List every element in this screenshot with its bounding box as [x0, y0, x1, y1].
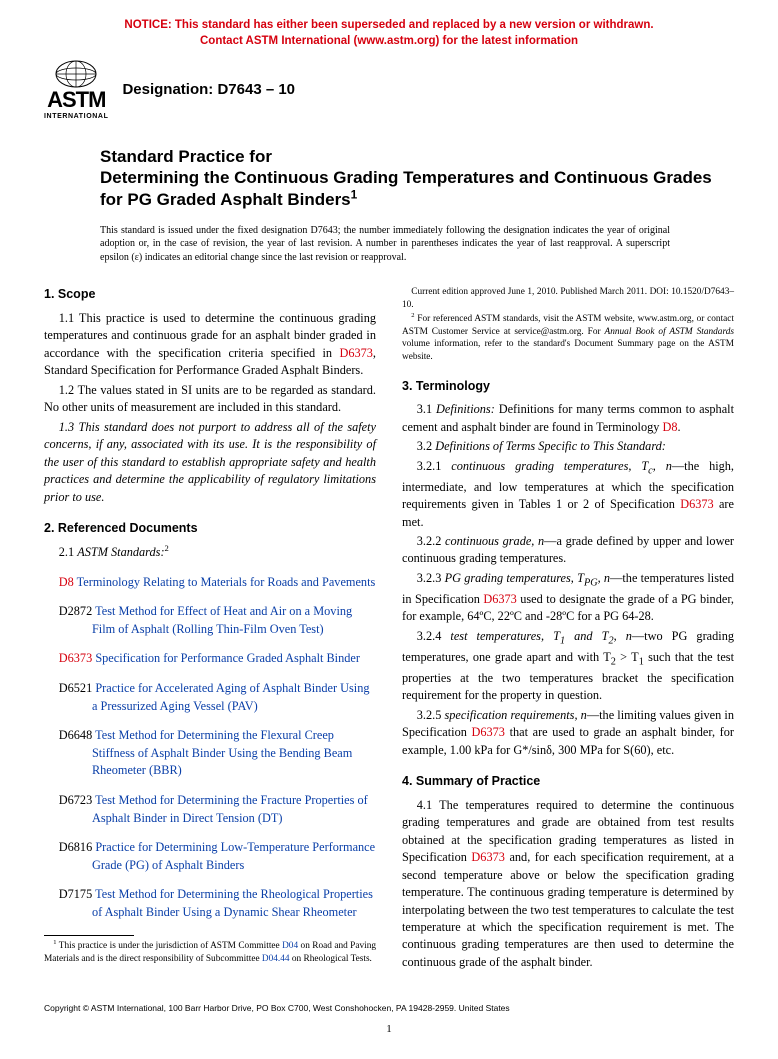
- footnote-2: 2 For referenced ASTM standards, visit t…: [402, 313, 734, 363]
- ref-doc-item: D2872 Test Method for Effect of Heat and…: [59, 603, 376, 638]
- section-1-para-1: 1.1 This practice is used to determine t…: [44, 310, 376, 380]
- section-1-head: 1. Scope: [44, 286, 376, 304]
- footnote-separator: [44, 935, 134, 936]
- globe-icon: [54, 59, 98, 89]
- ref-doc-title[interactable]: Test Method for Determining the Flexural…: [92, 728, 352, 777]
- section-2-lead: 2.1 ASTM Standards:2: [44, 544, 376, 561]
- section-3-para-5: 3.2.3 PG grading temperatures, TPG, n—th…: [402, 570, 734, 626]
- ref-doc-code[interactable]: D7175: [59, 887, 95, 901]
- designation: Designation: D7643 – 10: [122, 81, 295, 98]
- section-1-para-2: 1.2 The values stated in SI units are to…: [44, 382, 376, 417]
- footnote-1b: Current edition approved June 1, 2010. P…: [402, 286, 734, 311]
- link-d04-44[interactable]: D04.44: [262, 954, 290, 964]
- section-3-para-1: 3.1 Definitions: Definitions for many te…: [402, 401, 734, 436]
- notice-banner: NOTICE: This standard has either been su…: [44, 18, 734, 49]
- ref-doc-title[interactable]: Practice for Determining Low-Temperature…: [92, 840, 375, 871]
- ref-doc-title[interactable]: Specification for Performance Graded Asp…: [95, 651, 360, 665]
- link-d6373-2[interactable]: D6373: [680, 497, 713, 511]
- section-3-para-2: 3.2 Definitions of Terms Specific to Thi…: [402, 438, 734, 455]
- link-d6373-5[interactable]: D6373: [471, 850, 504, 864]
- ref-doc-item: D6373 Specification for Performance Grad…: [59, 650, 376, 667]
- ref-doc-code[interactable]: D6816: [59, 840, 96, 854]
- notice-line-1: NOTICE: This standard has either been su…: [124, 19, 653, 31]
- title-main: Determining the Continuous Grading Tempe…: [100, 167, 734, 210]
- logo-text-main: ASTM: [47, 89, 105, 111]
- body-columns: 1. Scope 1.1 This practice is used to de…: [44, 286, 734, 971]
- referenced-documents-list: D8 Terminology Relating to Materials for…: [44, 574, 376, 922]
- section-3-para-6: 3.2.4 test temperatures, T1 and T2, n—tw…: [402, 628, 734, 705]
- link-d8[interactable]: D8: [663, 420, 678, 434]
- page-number: 1: [44, 1023, 734, 1035]
- ref-doc-code[interactable]: D6521: [59, 681, 96, 695]
- section-3-para-3: 3.2.1 continuous grading temperatures, T…: [402, 458, 734, 531]
- section-3-head: 3. Terminology: [402, 378, 734, 396]
- ref-doc-code[interactable]: D6723: [59, 793, 95, 807]
- ref-doc-code[interactable]: D6373: [59, 651, 96, 665]
- footnote-1: 1 This practice is under the jurisdictio…: [44, 940, 376, 965]
- section-2-head: 2. Referenced Documents: [44, 520, 376, 538]
- ref-doc-item: D6521 Practice for Accelerated Aging of …: [59, 680, 376, 715]
- ref-doc-item: D7175 Test Method for Determining the Rh…: [59, 886, 376, 921]
- section-4-head: 4. Summary of Practice: [402, 773, 734, 791]
- issuance-note: This standard is issued under the fixed …: [100, 224, 670, 265]
- title-block: Standard Practice for Determining the Co…: [100, 146, 734, 210]
- section-3-para-4: 3.2.2 continuous grade, n—a grade define…: [402, 533, 734, 568]
- ref-doc-title[interactable]: Terminology Relating to Materials for Ro…: [77, 575, 376, 589]
- link-d04[interactable]: D04: [282, 941, 298, 951]
- copyright-line: Copyright © ASTM International, 100 Barr…: [44, 1003, 734, 1013]
- section-1-para-3: 1.3 This standard does not purport to ad…: [44, 419, 376, 506]
- ref-doc-title[interactable]: Test Method for Effect of Heat and Air o…: [92, 604, 352, 635]
- ref-doc-item: D6816 Practice for Determining Low-Tempe…: [59, 839, 376, 874]
- ref-doc-title[interactable]: Practice for Accelerated Aging of Asphal…: [92, 681, 370, 712]
- ref-doc-code[interactable]: D8: [59, 575, 77, 589]
- notice-line-2: Contact ASTM International (www.astm.org…: [200, 35, 578, 47]
- ref-doc-title[interactable]: Test Method for Determining the Rheologi…: [92, 887, 373, 918]
- ref-doc-item: D8 Terminology Relating to Materials for…: [59, 574, 376, 591]
- document-page: NOTICE: This standard has either been su…: [0, 0, 778, 1059]
- ref-doc-item: D6723 Test Method for Determining the Fr…: [59, 792, 376, 827]
- title-lead: Standard Practice for: [100, 146, 734, 167]
- ref-doc-item: D6648 Test Method for Determining the Fl…: [59, 727, 376, 779]
- astm-logo: ASTM INTERNATIONAL: [44, 59, 108, 120]
- ref-doc-code[interactable]: D2872: [59, 604, 95, 618]
- header-row: ASTM INTERNATIONAL Designation: D7643 – …: [44, 59, 734, 120]
- link-d6373[interactable]: D6373: [339, 346, 372, 360]
- logo-text-sub: INTERNATIONAL: [44, 113, 108, 120]
- ref-doc-code[interactable]: D6648: [59, 728, 95, 742]
- link-d6373-4[interactable]: D6373: [471, 725, 504, 739]
- section-3-para-7: 3.2.5 specification requirements, n—the …: [402, 707, 734, 759]
- link-d6373-3[interactable]: D6373: [483, 592, 516, 606]
- ref-doc-title[interactable]: Test Method for Determining the Fracture…: [92, 793, 368, 824]
- section-4-para-1: 4.1 The temperatures required to determi…: [402, 797, 734, 972]
